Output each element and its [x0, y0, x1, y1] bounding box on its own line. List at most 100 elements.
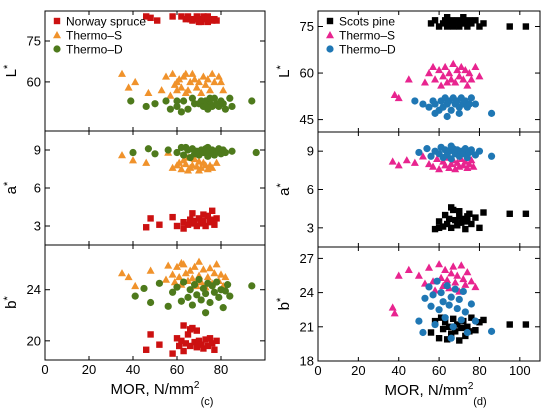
data-point	[390, 90, 399, 98]
data-point	[200, 13, 207, 20]
data-point	[459, 161, 468, 169]
data-point	[210, 269, 219, 277]
data-point	[439, 298, 447, 306]
data-point	[221, 105, 229, 113]
data-point	[456, 213, 463, 220]
data-point	[213, 337, 220, 345]
data-point	[443, 282, 451, 290]
data-point	[452, 328, 459, 335]
data-point	[140, 284, 148, 293]
data-point	[142, 102, 150, 111]
series-thermo-d	[411, 94, 496, 121]
legend-marker-thermo-s	[53, 31, 61, 39]
data-point	[459, 287, 467, 296]
data-point	[221, 148, 229, 157]
legend-marker-thermo-d	[326, 45, 334, 53]
data-point	[463, 328, 471, 337]
y-tick-label: 6	[307, 182, 314, 197]
data-point	[203, 272, 212, 281]
x-tick-label: 0	[314, 363, 321, 378]
x-tick-label: 40	[126, 362, 140, 377]
data-point	[131, 77, 140, 86]
data-point	[200, 217, 207, 225]
data-point	[199, 72, 208, 80]
data-point	[188, 94, 196, 102]
data-point	[475, 72, 484, 80]
data-point	[178, 337, 185, 345]
data-point	[212, 158, 221, 166]
data-point	[151, 150, 159, 158]
data-point	[394, 93, 403, 102]
data-point	[192, 83, 201, 91]
legend-label-thermo-d: Thermo–D	[66, 43, 123, 57]
data-point	[204, 13, 211, 20]
series-thermo-d	[131, 275, 256, 317]
data-point	[177, 108, 185, 116]
data-point	[184, 293, 192, 301]
legend-marker-thermo-s	[326, 31, 334, 39]
data-point	[480, 316, 487, 324]
data-point	[455, 72, 464, 80]
legend-label-norway-spruce: Norway spruce	[66, 15, 146, 29]
data-point	[427, 20, 435, 27]
data-point	[129, 156, 137, 164]
subplot-frame	[44, 244, 266, 361]
data-point	[447, 159, 456, 168]
data-point	[131, 292, 139, 300]
data-point	[522, 321, 530, 328]
data-point	[467, 146, 475, 154]
y-tick-label: 27	[300, 251, 314, 266]
data-point	[435, 335, 443, 342]
data-point	[195, 18, 203, 26]
data-point	[447, 293, 455, 301]
data-point	[188, 274, 197, 282]
data-point	[441, 211, 449, 219]
data-point	[441, 314, 449, 322]
data-point	[195, 157, 203, 165]
data-point	[118, 151, 126, 159]
data-point	[457, 62, 466, 71]
data-point	[425, 69, 433, 77]
data-point	[124, 272, 133, 281]
data-point	[182, 143, 190, 152]
data-point	[506, 321, 513, 328]
data-point	[129, 148, 137, 157]
series-thermo-s	[118, 69, 228, 99]
data-point	[228, 102, 236, 111]
data-point	[154, 17, 161, 24]
data-point	[447, 106, 455, 114]
data-point	[451, 165, 460, 173]
data-point	[213, 17, 220, 24]
data-point	[146, 266, 155, 274]
data-point	[439, 223, 447, 230]
data-point	[476, 224, 483, 232]
data-point	[448, 224, 455, 232]
y-tick-label: 45	[300, 112, 314, 127]
subplot-a: 3 6 9 a*	[275, 131, 541, 248]
data-point	[522, 23, 530, 30]
data-point	[453, 304, 461, 313]
data-point	[459, 75, 468, 83]
data-point	[460, 215, 467, 223]
data-point	[487, 327, 496, 335]
data-point	[197, 296, 205, 304]
data-point	[184, 86, 192, 94]
x-tick-label: 100	[509, 363, 531, 378]
data-point	[451, 278, 460, 286]
data-point	[452, 216, 459, 224]
y-tick-label: 3	[34, 219, 41, 234]
data-point	[211, 221, 218, 228]
subplot-l: 45 60 75 L*	[275, 10, 541, 133]
subplot-b: 18 21 24 27 b*	[275, 246, 541, 369]
data-point	[423, 145, 431, 153]
data-point	[178, 13, 185, 20]
data-point	[433, 154, 442, 163]
data-point	[187, 326, 194, 333]
data-point	[169, 288, 177, 296]
y-axis-label: a*	[275, 182, 293, 195]
chart-panel-d: 45 60 75 L* 3 6 9 a* 18 21 24 27 b* 0 20 40 60 80 100 MOR, …	[275, 10, 541, 408]
data-point	[147, 215, 154, 222]
data-point	[453, 65, 462, 74]
legend-label-scots-pine: Scots pine	[339, 15, 395, 29]
data-point	[177, 258, 186, 267]
